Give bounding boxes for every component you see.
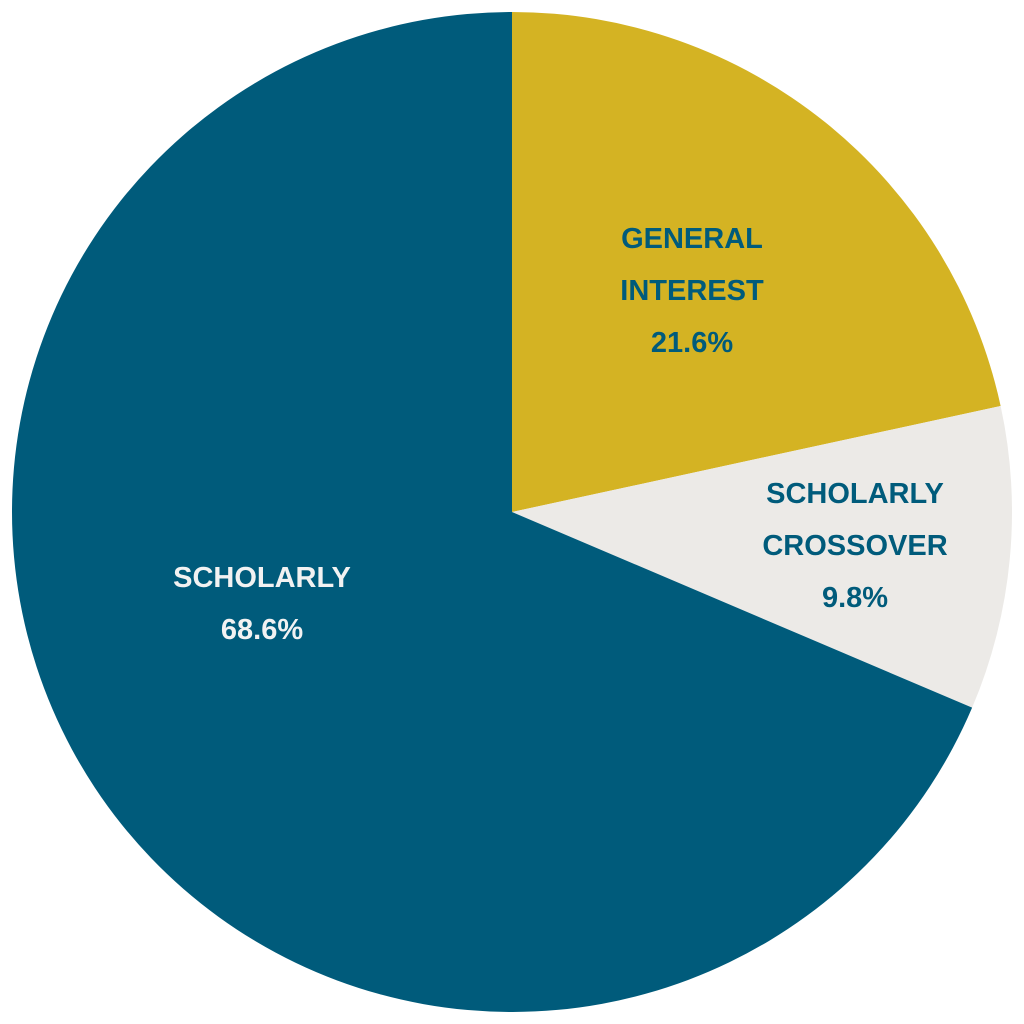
pie-slice-scholarly-crossover bbox=[512, 405, 1012, 708]
slice-label-general-interest: GENERAL INTEREST 21.6% bbox=[620, 223, 764, 359]
pie-slice-scholarly bbox=[11, 12, 973, 1012]
slice-label-scholarly: SCHOLARLY 68.6% bbox=[173, 562, 351, 646]
slice-label-line: INTEREST bbox=[620, 275, 764, 307]
pie-slice-general-interest bbox=[512, 12, 1001, 512]
slice-label-line: GENERAL bbox=[621, 223, 763, 255]
slice-label-line: 9.8% bbox=[822, 582, 888, 614]
slice-label-line: CROSSOVER bbox=[762, 530, 947, 562]
slice-label-line: SCHOLARLY bbox=[766, 478, 944, 510]
slice-label-scholarly-crossover: SCHOLARLY CROSSOVER 9.8% bbox=[762, 478, 947, 614]
slice-label-line: 68.6% bbox=[221, 614, 303, 646]
slice-label-line: SCHOLARLY bbox=[173, 562, 351, 594]
slice-label-line: 21.6% bbox=[651, 327, 733, 359]
